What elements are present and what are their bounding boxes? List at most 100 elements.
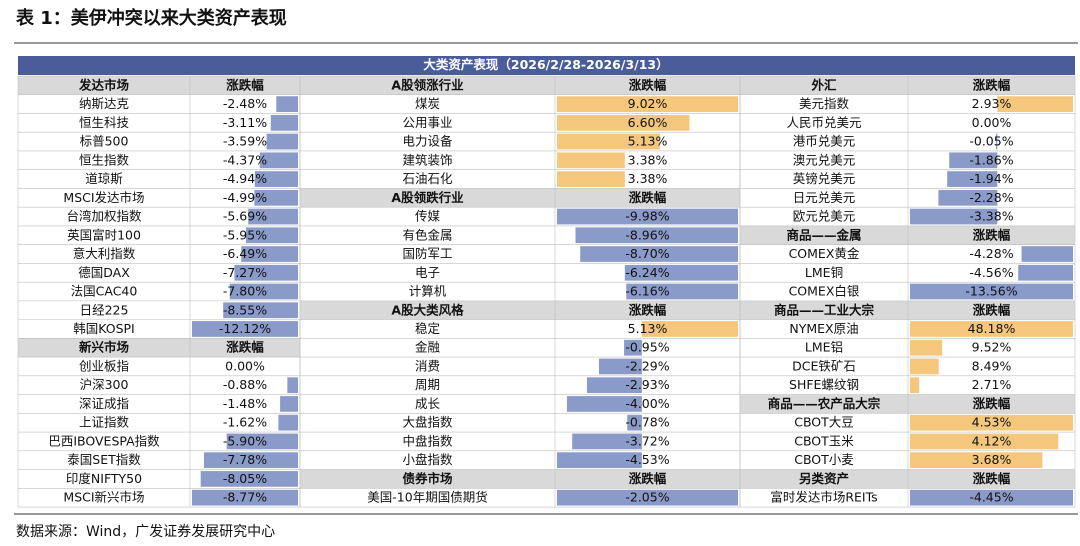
- change-value: -5.90%: [223, 433, 267, 448]
- change-value: -4.37%: [223, 152, 267, 167]
- change-value: -3.38%: [969, 209, 1013, 224]
- asset-name: 公用事业: [402, 115, 452, 130]
- change-value: 0.00%: [225, 358, 265, 373]
- section-header-bg: [300, 300, 740, 320]
- asset-name: CBOT小麦: [794, 452, 854, 467]
- asset-name: 计算机: [409, 284, 447, 299]
- data-bar: [641, 321, 738, 337]
- change-value: 2.93%: [972, 96, 1012, 111]
- asset-name: SHFE螺纹钢: [789, 377, 859, 392]
- change-value: -0.78%: [625, 415, 669, 430]
- data-bar: [949, 152, 998, 169]
- change-value: -13.56%: [965, 284, 1017, 299]
- column-header: 涨跌幅: [973, 227, 1011, 242]
- section-header-bg: [740, 225, 1075, 245]
- change-value: -5.69%: [223, 209, 267, 224]
- change-value: -4.28%: [969, 246, 1013, 261]
- change-value: 8.49%: [972, 358, 1012, 373]
- banner-bg: [18, 56, 1075, 75]
- column-header: 涨跌幅: [973, 77, 1011, 92]
- data-bar: [598, 358, 642, 375]
- asset-name: 恒生指数: [79, 152, 130, 167]
- section-header: A股大类风格: [391, 302, 464, 317]
- change-value: -7.80%: [223, 284, 267, 299]
- change-value: -9.98%: [625, 209, 669, 224]
- change-value: 4.12%: [972, 433, 1012, 448]
- data-bar: [1018, 264, 1073, 281]
- asset-name: 沪深300: [80, 377, 129, 392]
- change-value: -2.28%: [969, 190, 1013, 205]
- section-header-bg: [740, 76, 1075, 95]
- section-header-bg: [18, 76, 300, 95]
- column-header: 涨跌幅: [629, 302, 667, 317]
- data-bar: [270, 114, 298, 131]
- change-value: -8.55%: [223, 302, 267, 317]
- asset-name: 港币兑美元: [793, 134, 856, 149]
- asset-name: 成长: [415, 396, 441, 411]
- section-header: 发达市场: [78, 77, 129, 92]
- section-header: 另类资产: [799, 471, 849, 486]
- section-header: 债券市场: [402, 471, 452, 486]
- asset-name: 富时发达市场REITs: [770, 490, 877, 505]
- asset-name: 建筑装饰: [402, 152, 452, 167]
- column-header: 涨跌幅: [226, 340, 264, 355]
- data-bar: [248, 208, 298, 225]
- change-value: -4.94%: [223, 171, 267, 186]
- change-value: -6.49%: [223, 246, 267, 261]
- data-bar: [557, 133, 660, 150]
- change-value: 6.60%: [628, 115, 668, 130]
- section-header-bg: [740, 300, 1075, 320]
- data-bar: [910, 433, 1059, 450]
- asset-name: 恒生科技: [79, 115, 130, 130]
- column-header: 涨跌幅: [973, 396, 1011, 411]
- asset-name: 德国DAX: [78, 265, 130, 280]
- column-header: 涨跌幅: [973, 471, 1011, 486]
- asset-name: 澳元兑美元: [793, 152, 856, 167]
- data-bar: [192, 321, 298, 337]
- data-bar: [254, 189, 298, 206]
- section-header-bg: [300, 469, 740, 489]
- data-bar: [557, 171, 625, 187]
- asset-name: 中盘指数: [402, 433, 453, 448]
- change-value: -5.95%: [223, 227, 267, 242]
- data-bar: [910, 377, 920, 394]
- data-bar: [241, 246, 298, 262]
- data-bar: [580, 246, 738, 262]
- data-bar: [572, 433, 642, 450]
- asset-name: 美元指数: [799, 96, 850, 111]
- section-header: 商品——农产品大宗: [768, 396, 881, 411]
- asset-name: 传媒: [415, 209, 441, 224]
- data-bar: [229, 283, 298, 300]
- column-header: 涨跌幅: [629, 190, 667, 205]
- change-value: -1.94%: [969, 171, 1013, 186]
- asset-name: 人民币兑美元: [786, 115, 861, 130]
- asset-name: 法国CAC40: [71, 284, 138, 299]
- change-value: -7.27%: [223, 265, 267, 280]
- change-value: 4.53%: [972, 415, 1012, 430]
- asset-name: 大盘指数: [402, 415, 453, 430]
- asset-name: 电子: [415, 265, 440, 280]
- change-value: 3.38%: [628, 152, 668, 167]
- section-header-bg: [18, 338, 300, 358]
- data-bar: [910, 283, 1073, 300]
- section-header: A股领跌行业: [391, 190, 464, 205]
- change-value: 3.38%: [628, 171, 668, 186]
- data-bar: [626, 283, 738, 300]
- data-bar: [910, 339, 943, 356]
- change-value: -7.78%: [223, 452, 267, 467]
- asset-name: CBOT玉米: [794, 433, 854, 448]
- change-value: -3.72%: [625, 433, 669, 448]
- data-bar: [910, 414, 1073, 431]
- change-value: -4.00%: [625, 396, 669, 411]
- data-bar: [627, 414, 642, 431]
- data-bar: [1021, 246, 1073, 262]
- change-value: -0.88%: [223, 377, 267, 392]
- section-header: 商品——工业大宗: [774, 302, 875, 317]
- change-value: -2.48%: [223, 96, 267, 111]
- data-bar: [910, 358, 939, 375]
- data-bar: [624, 339, 642, 356]
- change-value: 3.68%: [972, 452, 1012, 467]
- data-bar: [276, 96, 298, 112]
